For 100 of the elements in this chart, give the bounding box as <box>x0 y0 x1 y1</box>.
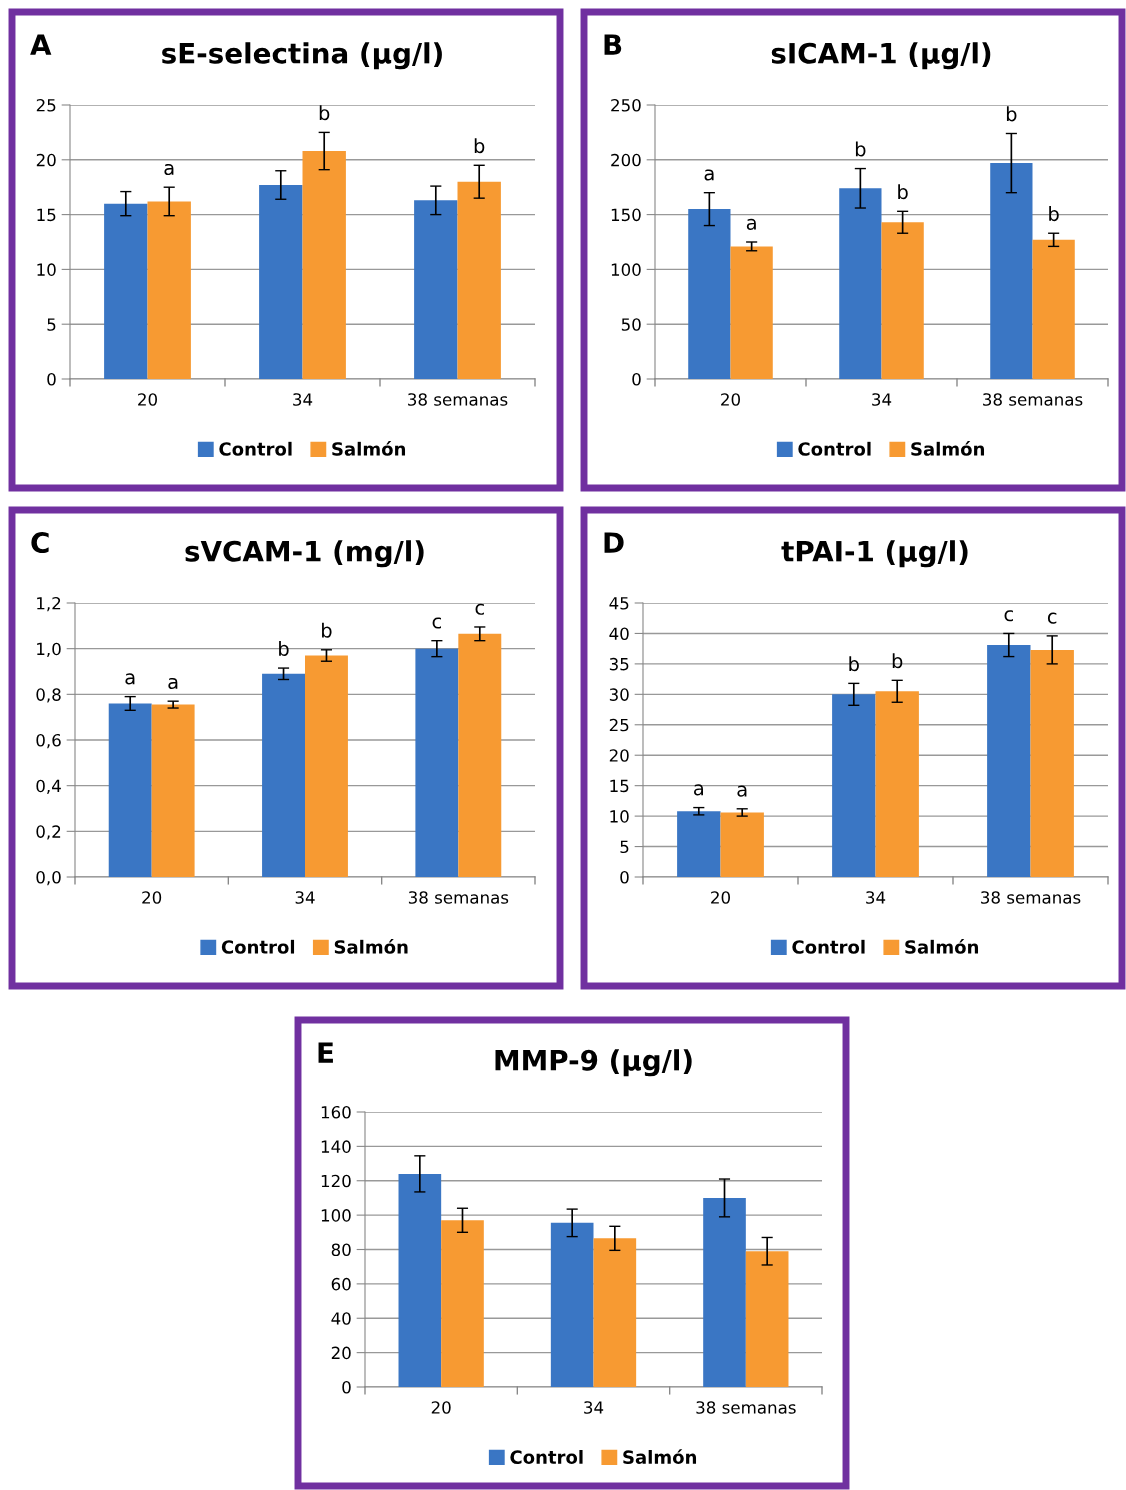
chart-title: tPAI-1 (µg/l) <box>781 540 968 568</box>
bar <box>703 1197 746 1387</box>
bar <box>677 811 721 877</box>
data-label: b <box>849 656 859 672</box>
text: D <box>604 532 624 553</box>
text: A <box>30 34 52 55</box>
data-label: a <box>168 677 178 690</box>
x-tick-label: 38 semanas <box>408 891 509 904</box>
y-tick-label: 1,2 <box>37 596 61 612</box>
x-tick-label: 38 semanas <box>983 393 1083 406</box>
y-tick-label: 40 <box>609 627 629 641</box>
y-tick-label: 100 <box>611 263 641 276</box>
legend-label: Control <box>221 939 295 954</box>
data-label: b <box>892 653 903 669</box>
y-tick-label: 5 <box>47 318 56 331</box>
y-tick-label: 60 <box>331 1277 351 1291</box>
bar <box>259 185 303 379</box>
y-tick-label: 0 <box>632 372 641 386</box>
x-tick-label: 34 <box>293 393 313 406</box>
x-tick-label: 34 <box>295 891 315 904</box>
data-label: b <box>898 184 908 200</box>
y-tick-label: 100 <box>321 1209 351 1222</box>
data-label: c <box>432 617 442 629</box>
y-tick-label: 0,8 <box>36 688 61 703</box>
bar <box>875 691 919 877</box>
y-tick-label: 45 <box>609 597 629 610</box>
y-tick-label: 50 <box>621 318 641 331</box>
bar <box>108 703 152 877</box>
y-tick-label: 40 <box>331 1312 351 1325</box>
bar <box>302 151 346 379</box>
data-label: b <box>1049 206 1059 222</box>
x-tick-label: 34 <box>872 393 892 406</box>
bar <box>1030 649 1074 877</box>
data-label: c <box>1047 612 1057 624</box>
bar <box>415 648 459 877</box>
y-tick-label: 1,0 <box>37 642 61 657</box>
y-tick-label: 200 <box>611 153 641 167</box>
y-tick-label: 0 <box>47 372 56 386</box>
bar <box>457 181 501 379</box>
data-label: b <box>322 622 332 638</box>
data-label: a <box>746 218 756 230</box>
x-tick-label: 20 <box>431 1401 451 1414</box>
legend-label: Control <box>792 939 865 954</box>
bar <box>720 812 764 877</box>
bar <box>414 200 458 379</box>
bar <box>104 203 148 379</box>
bar <box>398 1173 442 1387</box>
legend-label: Control <box>219 441 292 456</box>
x-tick-label: 20 <box>142 891 162 904</box>
y-tick-label: 0,0 <box>36 870 61 886</box>
y-tick-label: 160 <box>321 1105 351 1119</box>
y-tick-label: 140 <box>321 1140 351 1153</box>
text: C <box>31 532 49 554</box>
bar <box>832 694 876 877</box>
chart-title: sE-selectina (µg/l) <box>162 42 442 70</box>
y-tick-label: 20 <box>609 749 629 762</box>
data-label: a <box>704 169 714 181</box>
text: B <box>604 34 622 55</box>
y-tick-label: 15 <box>610 779 629 793</box>
bar <box>881 222 924 379</box>
bar <box>987 645 1031 877</box>
x-tick-label: 20 <box>138 393 157 406</box>
x-tick-label: 20 <box>711 891 730 904</box>
x-tick-label: 20 <box>721 393 740 406</box>
y-tick-label: 0 <box>342 1380 351 1394</box>
bar <box>151 704 195 877</box>
legend-label: Salmón <box>905 939 979 954</box>
y-tick-label: 20 <box>36 153 56 167</box>
data-label: a <box>737 785 747 797</box>
bar <box>990 163 1033 379</box>
y-tick-label: 25 <box>36 98 56 112</box>
chart-title: sVCAM-1 (mg/l) <box>185 540 424 568</box>
y-tick-label: 120 <box>321 1174 351 1188</box>
data-label: b <box>279 640 289 656</box>
legend-label: Control <box>798 441 871 456</box>
y-tick-label: 35 <box>609 657 629 671</box>
x-tick-label: 38 semanas <box>408 393 508 406</box>
data-label: c <box>1004 610 1013 622</box>
y-tick-label: 25 <box>609 718 629 732</box>
bar <box>441 1220 484 1387</box>
y-tick-label: 0 <box>620 870 629 884</box>
legend-label: Salmón <box>332 441 406 456</box>
y-tick-label: 15 <box>37 208 56 222</box>
y-tick-label: 80 <box>331 1243 351 1257</box>
data-label: a <box>694 784 703 796</box>
data-label: c <box>475 603 484 615</box>
bar <box>305 655 348 877</box>
bar <box>593 1238 637 1387</box>
bar <box>458 633 502 877</box>
data-label: b <box>474 138 485 154</box>
bar <box>550 1222 594 1387</box>
bar <box>730 246 773 379</box>
y-tick-label: 250 <box>611 98 641 112</box>
x-tick-label: 34 <box>866 891 886 904</box>
legend-label: Control <box>510 1450 583 1464</box>
legend-label: Salmón <box>334 939 408 954</box>
data-label: a <box>125 673 135 685</box>
y-tick-label: 30 <box>609 688 629 701</box>
bar <box>262 673 305 877</box>
y-tick-label: 5 <box>620 840 629 854</box>
